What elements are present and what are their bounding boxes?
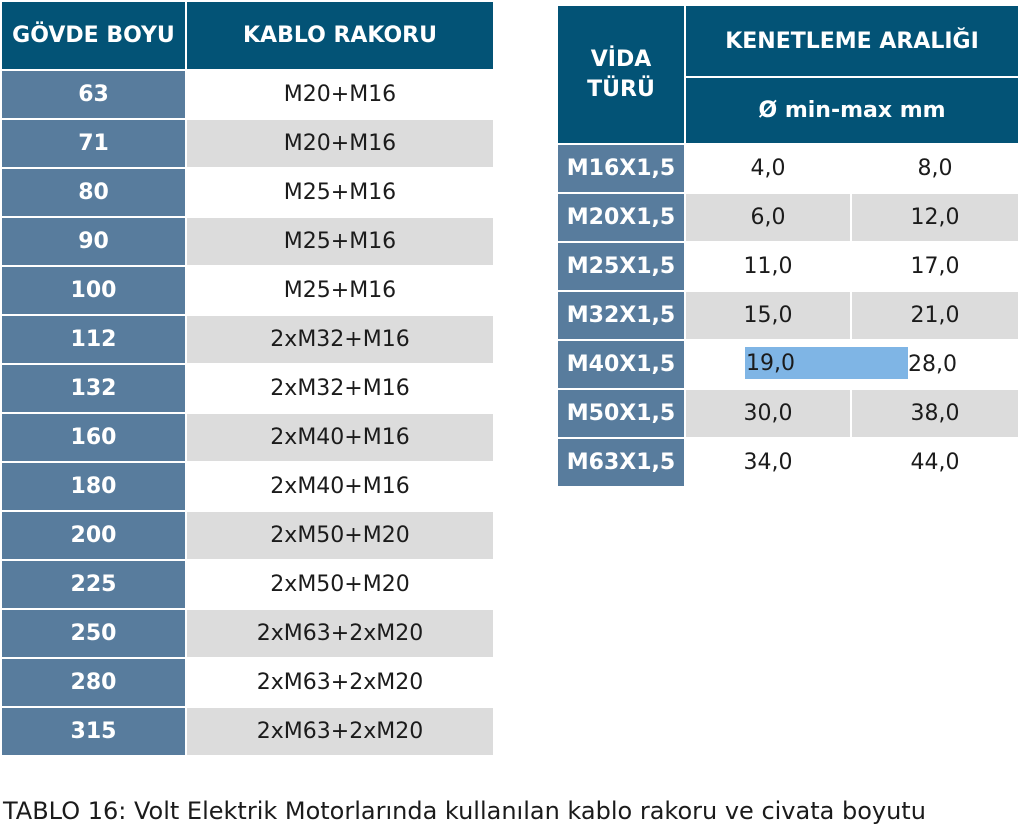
kablo-rakoru-cell: 2xM40+M16 [187, 463, 493, 510]
table-row: 80 M25+M16 [2, 169, 493, 216]
table-row: 250 2xM63+2xM20 [2, 610, 493, 657]
header-govde-boyu: GÖVDE BOYU [2, 2, 185, 69]
table-row: M25X1,5 11,0 17,0 [558, 243, 1018, 290]
kablo-rakoru-cell: 2xM63+2xM20 [187, 610, 493, 657]
header-min-max: Ø min-max mm [686, 78, 1018, 143]
table-row: 200 2xM50+M20 [2, 512, 493, 559]
min-cell: 6,0 [686, 194, 850, 241]
govde-boyu-cell: 63 [2, 71, 185, 118]
min-cell: 34,0 [686, 439, 850, 486]
kablo-rakoru-cell: M25+M16 [187, 218, 493, 265]
kablo-rakoru-cell: 2xM50+M20 [187, 512, 493, 559]
header-vida-line2: TÜRÜ [587, 76, 655, 102]
kablo-rakoru-cell: M20+M16 [187, 120, 493, 167]
table-row: 315 2xM63+2xM20 [2, 708, 493, 755]
table-caption: TABLO 16: Volt Elektrik Motorlarında kul… [3, 797, 926, 825]
vida-turu-cell: M16X1,5 [558, 145, 684, 192]
table-row: 180 2xM40+M16 [2, 463, 493, 510]
vida-turu-cell: M50X1,5 [558, 390, 684, 437]
table-row: M20X1,5 6,0 12,0 [558, 194, 1018, 241]
header-kablo-rakoru: KABLO RAKORU [187, 2, 493, 69]
max-cell: 12,0 [852, 194, 1018, 241]
table-row: 280 2xM63+2xM20 [2, 659, 493, 706]
header-kenetleme-araligi: KENETLEME ARALIĞI [686, 6, 1018, 76]
table-header: VİDA TÜRÜ KENETLEME ARALIĞI Ø min-max mm [558, 6, 1018, 143]
min-cell: 19,0 [686, 341, 908, 388]
kablo-rakoru-cell: M20+M16 [187, 71, 493, 118]
govde-boyu-cell: 80 [2, 169, 185, 216]
table-body: 63 M20+M16 71 M20+M16 80 M25+M16 90 M25+M16 100 M… [2, 71, 493, 755]
govde-boyu-cell: 90 [2, 218, 185, 265]
kablo-rakoru-cell: 2xM63+2xM20 [187, 659, 493, 706]
table-row: 112 2xM32+M16 [2, 316, 493, 363]
table-row: 71 M20+M16 [2, 120, 493, 167]
govde-boyu-cell: 160 [2, 414, 185, 461]
min-cell: 11,0 [686, 243, 850, 290]
kablo-rakoru-cell: 2xM63+2xM20 [187, 708, 493, 755]
govde-boyu-cell: 280 [2, 659, 185, 706]
header-range-group: KENETLEME ARALIĞI Ø min-max mm [686, 6, 1018, 143]
vida-turu-cell: M20X1,5 [558, 194, 684, 241]
vida-turu-cell: M32X1,5 [558, 292, 684, 339]
govde-boyu-cell: 132 [2, 365, 185, 412]
govde-boyu-cell: 180 [2, 463, 185, 510]
max-cell: 17,0 [852, 243, 1018, 290]
kablo-rakoru-cell: 2xM40+M16 [187, 414, 493, 461]
max-cell: 21,0 [852, 292, 1018, 339]
table-row: 90 M25+M16 [2, 218, 493, 265]
table-row: 100 M25+M16 [2, 267, 493, 314]
kablo-rakoru-cell: 2xM32+M16 [187, 365, 493, 412]
min-cell: 30,0 [686, 390, 850, 437]
govde-boyu-cell: 250 [2, 610, 185, 657]
table-row: M32X1,5 15,0 21,0 [558, 292, 1018, 339]
table-row: M40X1,5 19,0 28,0 [558, 341, 1018, 388]
vida-turu-cell: M63X1,5 [558, 439, 684, 486]
min-cell: 4,0 [686, 145, 850, 192]
header-vida-line1: VİDA [590, 46, 652, 72]
kablo-rakoru-cell: M25+M16 [187, 267, 493, 314]
govde-boyu-cell: 112 [2, 316, 185, 363]
kablo-rakoru-cell: 2xM32+M16 [187, 316, 493, 363]
vida-turu-cell: M25X1,5 [558, 243, 684, 290]
table-body: M16X1,5 4,0 8,0 M20X1,5 6,0 12,0 M25X1,5 11,0 17… [558, 145, 1018, 486]
table-header: GÖVDE BOYU KABLO RAKORU [2, 2, 493, 69]
table-row: 225 2xM50+M20 [2, 561, 493, 608]
min-value: 19,0 [746, 350, 795, 376]
vida-turu-cell: M40X1,5 [558, 341, 684, 388]
govde-boyu-cell: 100 [2, 267, 185, 314]
govde-boyu-cell: 225 [2, 561, 185, 608]
table-row: 132 2xM32+M16 [2, 365, 493, 412]
table-row: M63X1,5 34,0 44,0 [558, 439, 1018, 486]
clamping-range-table: VİDA TÜRÜ KENETLEME ARALIĞI Ø min-max mm… [558, 6, 1018, 486]
kablo-rakoru-cell: 2xM50+M20 [187, 561, 493, 608]
govde-boyu-cell: 71 [2, 120, 185, 167]
min-cell: 15,0 [686, 292, 850, 339]
table-row: M50X1,5 30,0 38,0 [558, 390, 1018, 437]
header-vida-turu: VİDA TÜRÜ [558, 6, 684, 143]
govde-boyu-cell: 200 [2, 512, 185, 559]
text-selection-highlight: 19,0 [745, 347, 908, 379]
kablo-rakoru-cell: M25+M16 [187, 169, 493, 216]
max-cell: 8,0 [852, 145, 1018, 192]
govde-boyu-cell: 315 [2, 708, 185, 755]
cable-gland-table: GÖVDE BOYU KABLO RAKORU 63 M20+M16 71 M20+M… [2, 2, 493, 755]
max-cell: 44,0 [852, 439, 1018, 486]
table-row: M16X1,5 4,0 8,0 [558, 145, 1018, 192]
table-row: 63 M20+M16 [2, 71, 493, 118]
table-row: 160 2xM40+M16 [2, 414, 493, 461]
max-cell: 38,0 [852, 390, 1018, 437]
